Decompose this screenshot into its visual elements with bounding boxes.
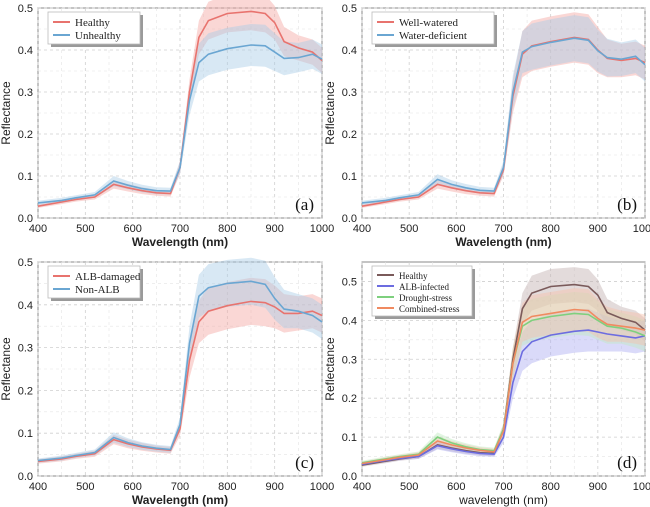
y-tick-label: 0.2 xyxy=(18,129,33,141)
y-tick-label: 0.5 xyxy=(18,257,33,269)
x-tick-label: 500 xyxy=(76,481,94,493)
y-tick-label: 0.3 xyxy=(342,87,357,99)
y-tick-label: 0.1 xyxy=(342,432,357,444)
series-line-1 xyxy=(361,37,646,204)
series-band-0 xyxy=(362,12,645,208)
x-axis-label: wavelength (nm) xyxy=(458,493,548,507)
y-tick-label: 0.5 xyxy=(18,3,33,15)
x-tick-label: 400 xyxy=(29,481,47,493)
y-tick-label: 0.1 xyxy=(342,171,357,183)
y-tick-label: 0.0 xyxy=(342,213,357,225)
y-tick-label: 0.2 xyxy=(18,385,33,397)
x-tick-label: 500 xyxy=(400,481,418,493)
series-line-1 xyxy=(37,280,323,462)
y-tick-label: 0.3 xyxy=(342,354,357,366)
y-tick-label: 0.0 xyxy=(342,471,357,483)
legend-label: ALB-infected xyxy=(399,282,449,292)
series-line-0 xyxy=(37,300,323,463)
panel-label: (a) xyxy=(295,195,314,214)
series-line-1 xyxy=(37,44,323,204)
x-axis-label: Wavelength (nm) xyxy=(455,235,551,249)
y-tick-label: 0.2 xyxy=(342,393,357,405)
y-tick-label: 0.0 xyxy=(18,213,33,225)
y-axis-label: Reflectance xyxy=(0,81,13,145)
legend-label: Healthy xyxy=(399,271,428,281)
x-tick-label: 800 xyxy=(218,481,236,493)
x-axis-label: Wavelength (nm) xyxy=(132,235,228,249)
series-line-3 xyxy=(361,308,646,465)
x-tick-label: 800 xyxy=(541,223,559,235)
panel-label: (b) xyxy=(617,195,637,214)
x-tick-label: 700 xyxy=(171,223,189,235)
x-tick-label: 400 xyxy=(353,481,371,493)
y-tick-label: 0.0 xyxy=(18,471,33,483)
panel-label: (c) xyxy=(295,453,314,472)
x-tick-label: 800 xyxy=(541,481,559,493)
legend-label: Non-ALB xyxy=(75,284,120,296)
y-tick-label: 0.1 xyxy=(18,428,33,440)
y-tick-label: 0.4 xyxy=(18,300,33,312)
x-axis-label: Wavelength (nm) xyxy=(132,493,228,507)
y-tick-label: 0.1 xyxy=(18,171,33,183)
y-tick-label: 0.3 xyxy=(18,87,33,99)
y-tick-label: 0.4 xyxy=(342,45,357,57)
y-tick-label: 0.2 xyxy=(342,129,357,141)
x-tick-label: 700 xyxy=(494,223,512,235)
y-axis-label: Reflectance xyxy=(0,337,13,401)
series-line-0 xyxy=(37,10,323,207)
legend-label: Water-deficient xyxy=(399,30,467,42)
x-tick-label: 700 xyxy=(494,481,512,493)
x-tick-label: 500 xyxy=(76,223,94,235)
y-tick-label: 0.5 xyxy=(342,276,357,288)
x-tick-label: 1000 xyxy=(633,223,650,235)
legend-box xyxy=(47,265,141,299)
series-line-1 xyxy=(361,329,646,466)
legend-label: Well-watered xyxy=(399,17,458,29)
legend-box xyxy=(371,11,495,45)
x-tick-label: 900 xyxy=(265,223,283,235)
x-tick-label: 400 xyxy=(29,223,47,235)
legend-label: Combined-stress xyxy=(399,304,460,314)
x-tick-label: 1000 xyxy=(310,223,334,235)
x-tick-label: 400 xyxy=(353,223,371,235)
chart-panel-b: 400 500 600 700 800 900 1000 0.0 0.1 0.2 0.3 0.4 0.5… xyxy=(323,3,650,249)
legend-label: Unhealthy xyxy=(75,30,121,42)
legend-label: ALB-damaged xyxy=(75,271,141,283)
y-tick-label: 0.4 xyxy=(18,45,33,57)
legend-box xyxy=(47,11,141,45)
x-tick-label: 600 xyxy=(447,481,465,493)
x-tick-label: 1000 xyxy=(633,481,650,493)
chart-panel-d: 400 500 600 700 800 900 1000 0.0 0.1 0.2 0.3 0.4 0.5… xyxy=(323,261,650,507)
series-band-1 xyxy=(362,308,645,466)
x-tick-label: 600 xyxy=(447,223,465,235)
series-band-0 xyxy=(38,277,322,464)
legend-label: Healthy xyxy=(75,17,110,29)
legend-label: Drought-stress xyxy=(399,293,452,303)
x-tick-label: 800 xyxy=(218,223,236,235)
y-tick-label: 0.5 xyxy=(342,3,357,15)
x-tick-label: 600 xyxy=(123,223,141,235)
y-tick-label: 0.3 xyxy=(18,343,33,355)
x-tick-label: 600 xyxy=(123,481,141,493)
panel-label: (d) xyxy=(617,453,637,472)
x-tick-label: 900 xyxy=(589,223,607,235)
x-tick-label: 500 xyxy=(400,223,418,235)
x-tick-label: 900 xyxy=(589,481,607,493)
x-tick-label: 1000 xyxy=(310,481,334,493)
y-axis-label: Reflectance xyxy=(323,337,337,401)
y-axis-label: Reflectance xyxy=(323,81,337,145)
x-tick-label: 700 xyxy=(171,481,189,493)
chart-panel-a: 400 500 600 700 800 900 1000 0.0 0.1 0.2 0.3 0.4 0.5… xyxy=(0,0,334,249)
chart-panel-c: 400 500 600 700 800 900 1000 0.0 0.1 0.2 0.3 0.4 0.5… xyxy=(0,257,334,507)
x-tick-label: 900 xyxy=(265,481,283,493)
y-tick-label: 0.4 xyxy=(342,315,357,327)
